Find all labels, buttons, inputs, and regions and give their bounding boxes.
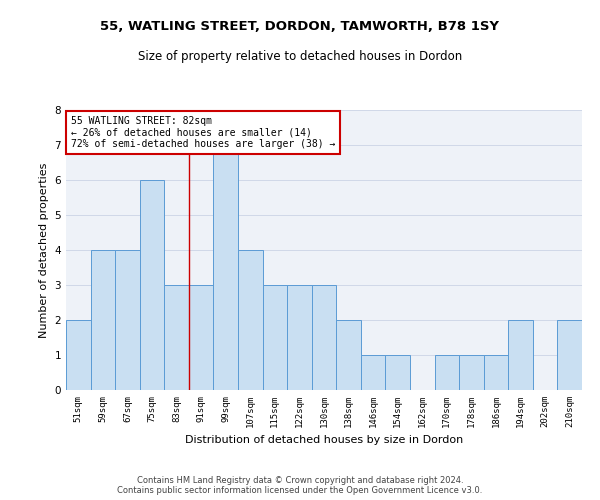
Bar [115, 250, 140, 390]
Bar [263, 285, 287, 390]
Bar [385, 355, 410, 390]
Bar [508, 320, 533, 390]
Bar [361, 355, 385, 390]
Y-axis label: Number of detached properties: Number of detached properties [39, 162, 49, 338]
Bar [189, 285, 214, 390]
Text: 55, WATLING STREET, DORDON, TAMWORTH, B78 1SY: 55, WATLING STREET, DORDON, TAMWORTH, B7… [101, 20, 499, 33]
Bar [66, 320, 91, 390]
Bar [164, 285, 189, 390]
Text: Contains HM Land Registry data © Crown copyright and database right 2024.
Contai: Contains HM Land Registry data © Crown c… [118, 476, 482, 495]
Text: 55 WATLING STREET: 82sqm
← 26% of detached houses are smaller (14)
72% of semi-d: 55 WATLING STREET: 82sqm ← 26% of detach… [71, 116, 335, 149]
Bar [484, 355, 508, 390]
Bar [214, 145, 238, 390]
Bar [238, 250, 263, 390]
Bar [557, 320, 582, 390]
Bar [312, 285, 336, 390]
Text: Size of property relative to detached houses in Dordon: Size of property relative to detached ho… [138, 50, 462, 63]
X-axis label: Distribution of detached houses by size in Dordon: Distribution of detached houses by size … [185, 436, 463, 446]
Bar [459, 355, 484, 390]
Bar [336, 320, 361, 390]
Bar [287, 285, 312, 390]
Bar [434, 355, 459, 390]
Bar [140, 180, 164, 390]
Bar [91, 250, 115, 390]
